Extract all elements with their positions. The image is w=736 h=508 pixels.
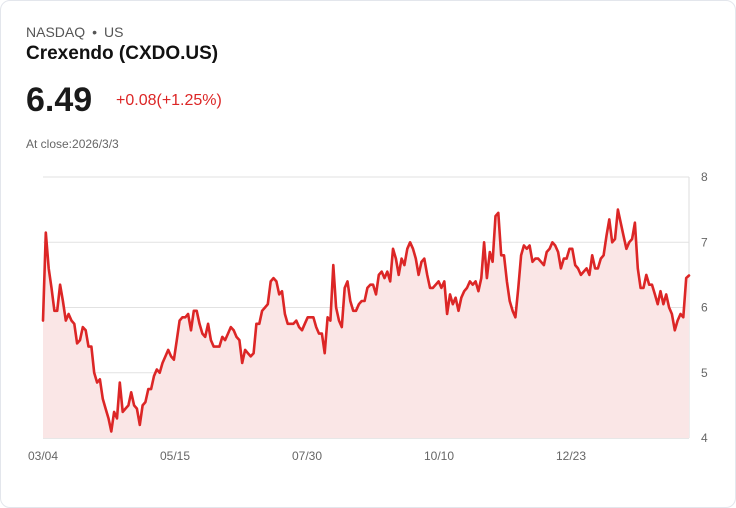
price-change: +0.08(+1.25%) (116, 92, 222, 109)
y-tick-label: 8 (701, 170, 708, 184)
x-tick-label: 10/10 (424, 449, 454, 463)
x-tick-label: 05/15 (160, 449, 190, 463)
exchange-name: NASDAQ (26, 24, 86, 40)
stock-title: Crexendo (CXDO.US) (26, 43, 219, 64)
x-tick-label: 03/04 (28, 449, 58, 463)
price-line (41, 208, 691, 433)
price: 6.49 (26, 81, 93, 119)
country: US (104, 24, 124, 40)
exchange-line: NASDAQ • US (26, 24, 123, 40)
x-tick-label: 07/30 (292, 449, 322, 463)
separator-dot: • (92, 24, 98, 40)
area-fill (43, 209, 689, 438)
y-tick-label: 5 (701, 366, 708, 380)
y-tick-label: 4 (701, 431, 708, 445)
at-close-date: At close:2026/3/3 (26, 137, 119, 151)
y-tick-label: 6 (701, 301, 708, 315)
x-tick-label: 12/23 (556, 449, 586, 463)
y-tick-label: 7 (701, 235, 708, 249)
